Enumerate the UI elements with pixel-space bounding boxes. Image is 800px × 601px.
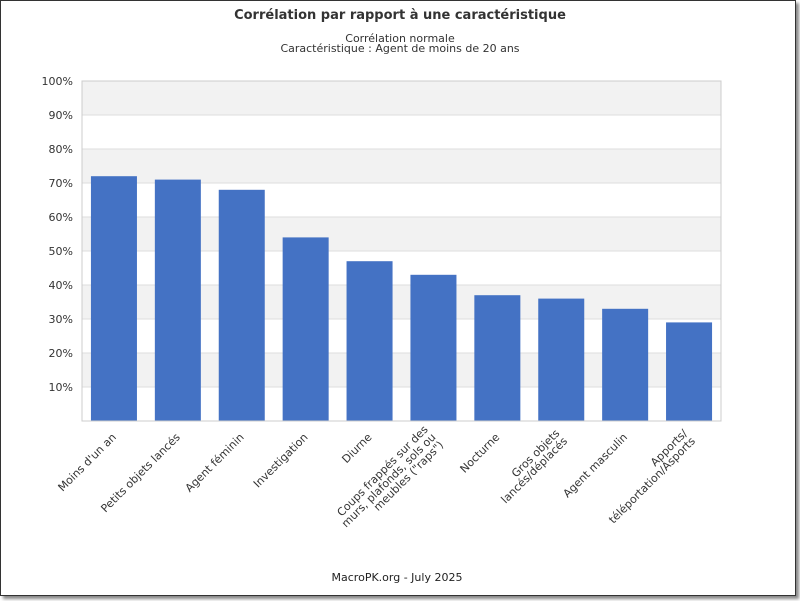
y-tick-label: 40% [49, 279, 73, 292]
svg-text:Diurne: Diurne [339, 431, 374, 466]
y-tick-label: 30% [49, 313, 73, 326]
y-tick-label: 20% [49, 347, 73, 360]
bar [538, 298, 585, 421]
bar [218, 189, 265, 421]
svg-text:Moins d'un an: Moins d'un an [56, 431, 119, 494]
chart-footer: MacroPK.org - July 2025 [332, 571, 463, 584]
y-tick-label: 90% [49, 109, 73, 122]
x-tick-label: Diurne [339, 431, 374, 466]
x-tick-label: Investigation [251, 431, 311, 491]
y-tick-label: 50% [49, 245, 73, 258]
chart-title: Corrélation par rapport à une caractéris… [234, 8, 566, 23]
svg-text:Coups frappés sur desmurs, pla: Coups frappés sur desmurs, plafonds, sol… [331, 423, 446, 538]
svg-text:Investigation: Investigation [251, 431, 311, 491]
svg-text:Gros objetslancés/déplacés: Gros objetslancés/déplacés [491, 427, 570, 506]
chart-subtitle-line-2: Caractéristique : Agent de moins de 20 a… [280, 42, 519, 55]
y-axis: 10% 20% 30% 40% 50% 60% 70% 80% 90% 100% [42, 75, 73, 394]
bar [154, 179, 201, 421]
bar [602, 308, 649, 421]
chart-subtitle-line-1: Corrélation normale [345, 32, 455, 45]
bar [474, 295, 521, 421]
y-tick-label: 10% [49, 381, 73, 394]
svg-text:Nocturne: Nocturne [457, 431, 502, 476]
y-tick-label: 80% [49, 143, 73, 156]
bars [90, 176, 713, 421]
x-tick-label: Moins d'un an [56, 431, 119, 494]
bar [346, 261, 393, 421]
x-tick-label: Nocturne [457, 431, 502, 476]
x-tick-label: Agent masculin [561, 431, 631, 501]
svg-text:Agent féminin: Agent féminin [183, 431, 247, 495]
bar [282, 237, 329, 421]
y-tick-label: 70% [49, 177, 73, 190]
plot-area-border [81, 80, 722, 422]
bar [410, 274, 457, 421]
y-tick-label: 100% [42, 75, 73, 88]
x-tick-label: Coups frappés sur desmurs, plafonds, sol… [331, 423, 447, 538]
x-tick-label: Gros objetslancés/déplacés [491, 427, 571, 506]
background-band [82, 149, 721, 183]
bar [666, 322, 713, 421]
background-band [82, 81, 721, 115]
y-tick-label: 60% [49, 211, 73, 224]
x-tick-label: Agent féminin [183, 431, 247, 495]
bar [90, 176, 137, 421]
svg-text:Agent masculin: Agent masculin [561, 431, 631, 501]
